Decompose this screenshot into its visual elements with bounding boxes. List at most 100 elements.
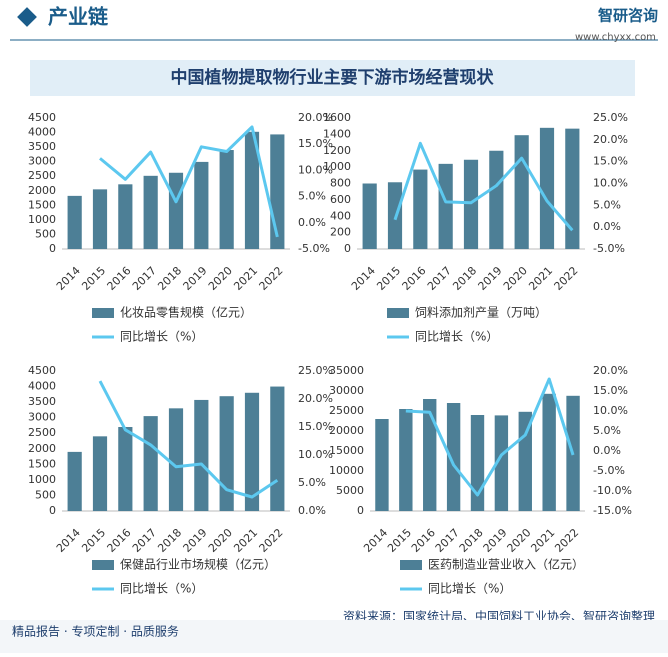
logo: 智研咨询 bbox=[598, 7, 658, 25]
y-tick-label: 0 bbox=[49, 504, 56, 517]
x-tick-label: 2014 bbox=[361, 526, 390, 555]
bar bbox=[92, 436, 108, 511]
x-tick-label: 2015 bbox=[385, 526, 414, 555]
y2-tick-label: 0.0% bbox=[298, 504, 326, 517]
bar bbox=[143, 416, 158, 511]
y-tick-label: 1500 bbox=[28, 457, 56, 470]
y-tick-label: 0 bbox=[49, 242, 56, 255]
legend-swatch bbox=[92, 560, 114, 570]
bar bbox=[92, 189, 108, 249]
x-tick-label: 2015 bbox=[79, 264, 108, 293]
y2-tick-label: -5.0% bbox=[593, 464, 625, 477]
bar bbox=[438, 163, 453, 249]
x-tick-label: 2018 bbox=[155, 264, 184, 293]
x-tick-label: 2017 bbox=[433, 526, 462, 555]
y-tick-label: 3500 bbox=[28, 395, 56, 408]
y-tick-label: 400 bbox=[330, 209, 351, 222]
y-tick-label: 1600 bbox=[323, 111, 351, 124]
x-tick-label: 2022 bbox=[257, 264, 286, 293]
bar bbox=[413, 169, 428, 249]
x-tick-label: 2020 bbox=[206, 526, 235, 555]
y2-tick-label: 5.0% bbox=[593, 424, 621, 437]
url: www.chyxx.com bbox=[575, 32, 656, 43]
x-tick-label: 2014 bbox=[54, 526, 83, 555]
x-tick-label: 2019 bbox=[481, 526, 510, 555]
legend-label: 医药制造业营业收入（亿元） bbox=[428, 557, 584, 572]
x-tick-label: 2016 bbox=[105, 264, 134, 293]
y-tick-label: 4000 bbox=[28, 380, 56, 393]
x-tick-label: 2017 bbox=[130, 526, 159, 555]
bar bbox=[168, 172, 184, 249]
x-tick-label: 2020 bbox=[206, 264, 235, 293]
y-tick-label: 4500 bbox=[28, 364, 56, 377]
bar bbox=[463, 159, 479, 249]
bar bbox=[270, 386, 285, 511]
y2-tick-label: 25.0% bbox=[593, 111, 628, 124]
bar bbox=[375, 419, 389, 511]
x-tick-label: 2018 bbox=[457, 526, 486, 555]
line bbox=[393, 141, 574, 232]
y2-tick-label: 25.0% bbox=[298, 364, 333, 377]
legend-swatch bbox=[400, 560, 422, 570]
legend-label: 同比增长（%） bbox=[120, 330, 203, 344]
bar bbox=[118, 427, 133, 511]
y-tick-label: 500 bbox=[35, 488, 56, 501]
bar bbox=[118, 184, 133, 249]
header-icon bbox=[17, 7, 37, 27]
bar bbox=[67, 195, 82, 249]
y2-tick-label: 0.0% bbox=[298, 216, 326, 229]
x-tick-label: 2019 bbox=[476, 264, 505, 293]
y2-tick-label: 15.0% bbox=[298, 137, 333, 150]
y2-tick-label: 10.0% bbox=[593, 177, 628, 190]
y-tick-label: 30000 bbox=[329, 384, 364, 397]
legend-label: 化妆品零售规模（亿元） bbox=[120, 305, 252, 320]
y-tick-label: 1500 bbox=[28, 198, 56, 211]
y-tick-label: 0 bbox=[344, 242, 351, 255]
x-tick-label: 2018 bbox=[450, 264, 479, 293]
y2-tick-label: 20.0% bbox=[593, 364, 628, 377]
y2-tick-label: 5.0% bbox=[298, 476, 326, 489]
y2-tick-label: 5.0% bbox=[593, 198, 621, 211]
bar bbox=[542, 393, 556, 511]
bar bbox=[470, 415, 485, 511]
legend-swatch bbox=[387, 308, 409, 318]
x-tick-label: 2022 bbox=[552, 264, 581, 293]
x-tick-label: 2019 bbox=[181, 264, 210, 293]
source: 资料来源：国家统计局、中国饲料工业协会、智研咨询整理 bbox=[343, 609, 655, 624]
bar bbox=[244, 392, 260, 511]
line bbox=[405, 377, 575, 497]
y-tick-label: 1200 bbox=[323, 144, 351, 157]
y-tick-label: 1000 bbox=[323, 160, 351, 173]
x-tick-label: 2016 bbox=[409, 526, 438, 555]
y-tick-label: 1000 bbox=[28, 213, 56, 226]
y-tick-label: 0 bbox=[357, 504, 364, 517]
y2-tick-label: 10.0% bbox=[298, 163, 333, 176]
x-tick-label: 2016 bbox=[400, 264, 429, 293]
y2-tick-label: 10.0% bbox=[593, 404, 628, 417]
y-tick-label: 10000 bbox=[329, 464, 364, 477]
y-tick-label: 25000 bbox=[329, 404, 364, 417]
main-title: 中国植物提取物行业主要下游市场经营现状 bbox=[171, 67, 495, 88]
y2-tick-label: -15.0% bbox=[593, 504, 632, 517]
y2-tick-label: 5.0% bbox=[298, 190, 326, 203]
x-tick-label: 2020 bbox=[501, 264, 530, 293]
x-tick-label: 2020 bbox=[505, 526, 534, 555]
y-tick-label: 3000 bbox=[28, 155, 56, 168]
y2-tick-label: 20.0% bbox=[298, 392, 333, 405]
y-tick-label: 1000 bbox=[28, 473, 56, 486]
y-tick-label: 3500 bbox=[28, 140, 56, 153]
y2-tick-label: 15.0% bbox=[593, 384, 628, 397]
bar bbox=[446, 403, 461, 511]
bar bbox=[514, 135, 529, 249]
section-title: 产业链 bbox=[48, 5, 109, 29]
bar bbox=[143, 175, 158, 249]
y2-tick-label: 15.0% bbox=[593, 155, 628, 168]
bar bbox=[565, 128, 580, 249]
x-tick-label: 2021 bbox=[526, 264, 555, 293]
footer-band bbox=[0, 620, 668, 653]
x-tick-label: 2021 bbox=[231, 264, 260, 293]
y-tick-label: 500 bbox=[35, 227, 56, 240]
y2-tick-label: 10.0% bbox=[298, 448, 333, 461]
